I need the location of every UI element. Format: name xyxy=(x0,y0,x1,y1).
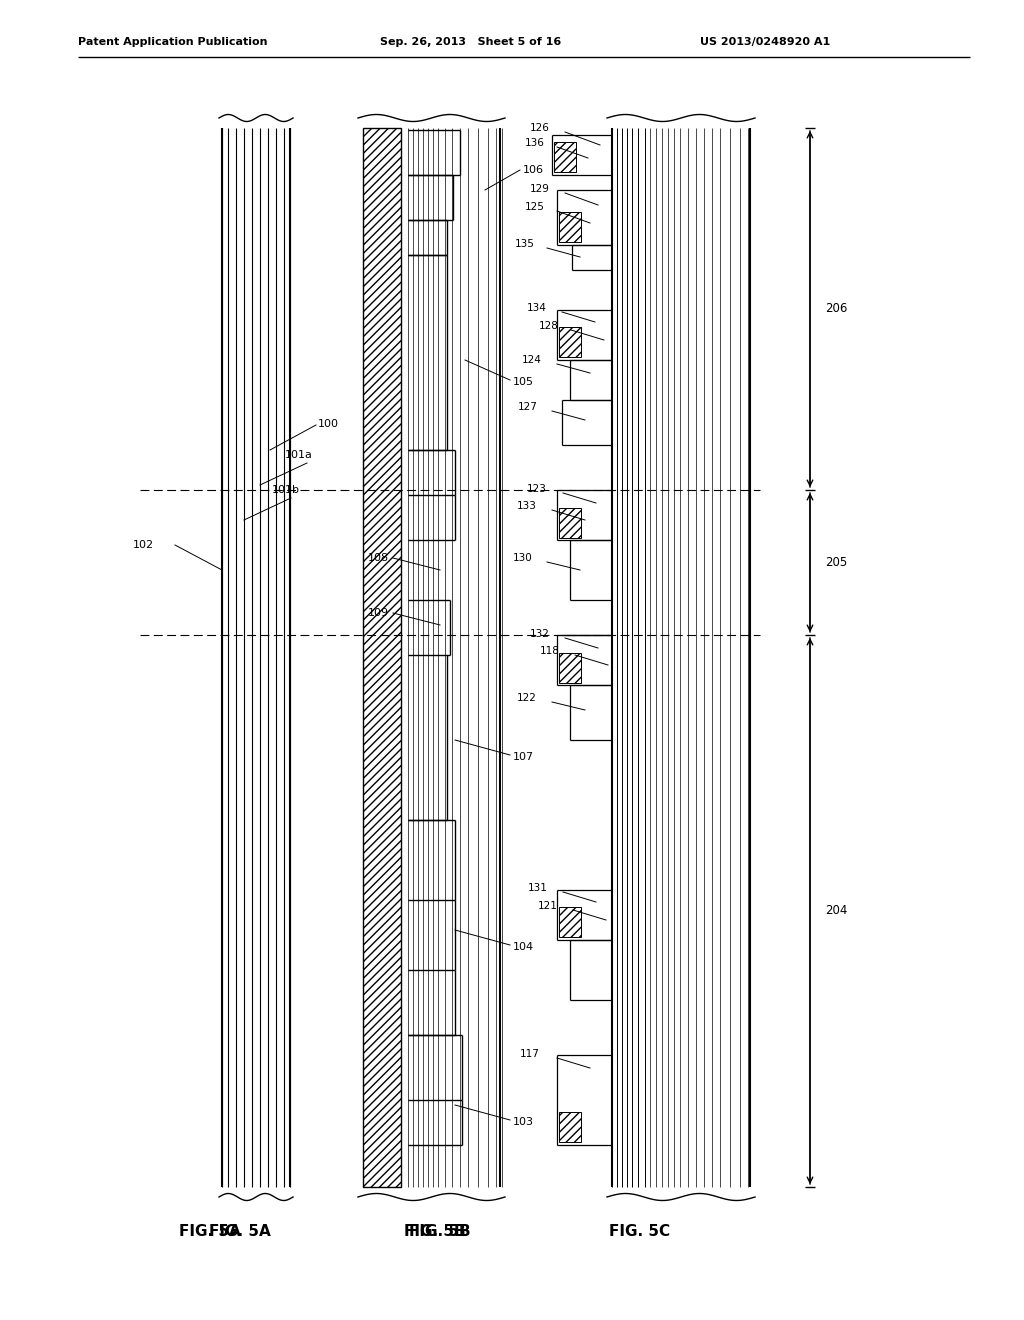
Text: 103: 103 xyxy=(513,1117,534,1127)
Text: 106: 106 xyxy=(523,165,544,176)
Text: FIG. 5A: FIG. 5A xyxy=(179,1225,241,1239)
Bar xyxy=(559,1111,581,1142)
Bar xyxy=(559,213,581,242)
Text: 128: 128 xyxy=(539,321,559,331)
Text: 105: 105 xyxy=(513,378,534,387)
Text: 100: 100 xyxy=(318,418,339,429)
Text: 133: 133 xyxy=(517,502,537,511)
Text: Sep. 26, 2013   Sheet 5 of 16: Sep. 26, 2013 Sheet 5 of 16 xyxy=(380,37,561,48)
Text: 132: 132 xyxy=(530,630,550,639)
Text: 134: 134 xyxy=(527,304,547,313)
Text: Patent Application Publication: Patent Application Publication xyxy=(78,37,267,48)
Text: 129: 129 xyxy=(530,183,550,194)
Text: FIG. 5B: FIG. 5B xyxy=(404,1225,466,1239)
Text: FIG. 5C: FIG. 5C xyxy=(609,1225,671,1239)
Text: 121: 121 xyxy=(538,902,558,911)
Bar xyxy=(559,653,581,682)
Text: 118: 118 xyxy=(540,645,560,656)
Text: 101b: 101b xyxy=(272,484,300,495)
Text: 205: 205 xyxy=(825,557,847,569)
Text: 104: 104 xyxy=(513,942,535,952)
Bar xyxy=(559,907,581,937)
Bar xyxy=(559,508,581,539)
Text: 107: 107 xyxy=(513,752,535,762)
Text: 123: 123 xyxy=(527,484,547,494)
Text: 126: 126 xyxy=(530,123,550,133)
Text: 124: 124 xyxy=(522,355,542,366)
Text: 101a: 101a xyxy=(285,450,313,459)
Text: 127: 127 xyxy=(518,403,538,412)
Text: 109: 109 xyxy=(368,609,389,618)
Text: 122: 122 xyxy=(517,693,537,704)
Text: FIG. 5A: FIG. 5A xyxy=(209,1225,271,1239)
Text: 206: 206 xyxy=(825,302,848,315)
Text: FIG. 5B: FIG. 5B xyxy=(410,1225,471,1239)
Bar xyxy=(554,143,575,172)
Bar xyxy=(362,128,401,1187)
Text: 108: 108 xyxy=(368,553,389,564)
Text: 136: 136 xyxy=(525,139,545,148)
Text: 117: 117 xyxy=(520,1049,540,1059)
Bar xyxy=(559,327,581,356)
Text: 125: 125 xyxy=(525,202,545,213)
Text: 131: 131 xyxy=(528,883,548,894)
Text: 135: 135 xyxy=(515,239,535,249)
Text: 102: 102 xyxy=(133,540,155,550)
Text: 204: 204 xyxy=(825,904,848,917)
Text: 130: 130 xyxy=(513,553,532,564)
Text: US 2013/0248920 A1: US 2013/0248920 A1 xyxy=(700,37,830,48)
